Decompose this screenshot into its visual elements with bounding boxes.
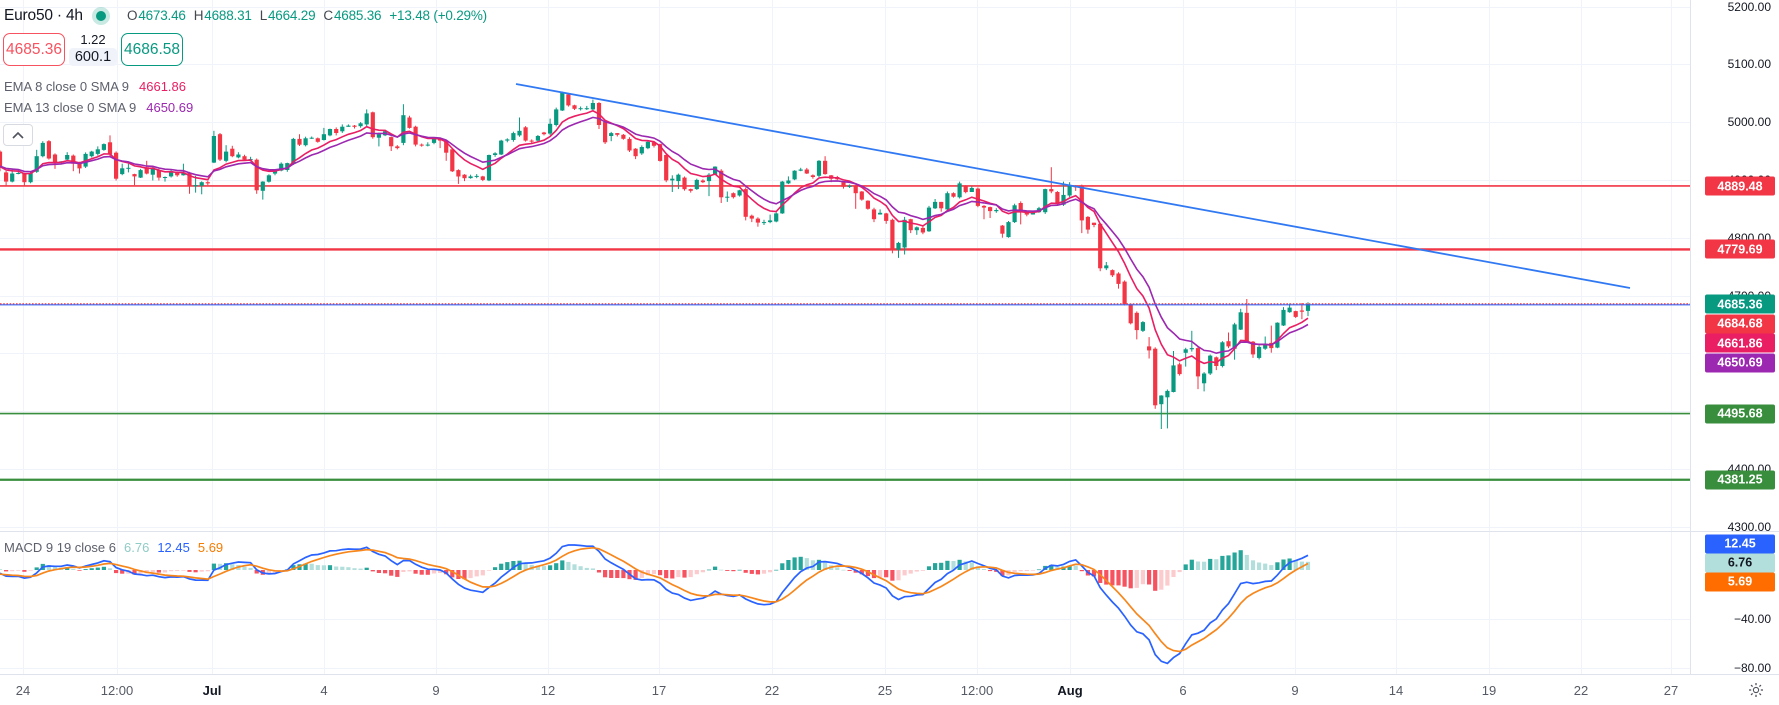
macd-histogram-hist-up-weak	[0, 554, 1311, 571]
indicator-row-ema13[interactable]: EMA 13 close 0 SMA 9 4650.69	[4, 100, 193, 115]
indicator-row-ema8[interactable]: EMA 8 close 0 SMA 9 4661.86	[4, 79, 186, 94]
time-axis-label: 12	[540, 683, 556, 698]
open-label: O	[127, 8, 138, 23]
price-badge-4685.36: 4685.36	[1705, 294, 1775, 314]
trade-buttons-row: 4685.36 1.22 600.1 4686.58	[3, 33, 183, 66]
horizontal-level-lines[interactable]	[0, 185, 1690, 481]
time-axis-label: 14	[1388, 683, 1404, 698]
descending-trendline[interactable]	[515, 83, 1631, 289]
macd-histogram-hist-down-weak	[10, 570, 1182, 590]
time-axis-label: 17	[651, 683, 667, 698]
close-label: C	[323, 8, 333, 23]
chevron-up-icon	[12, 131, 24, 139]
price-badge-4779.69: 4779.69	[1705, 239, 1775, 259]
macd-line-value: 12.45	[157, 540, 190, 555]
macd-line	[0, 544, 1309, 665]
macd-histogram-hist-down	[4, 570, 1158, 591]
ema8-line	[0, 109, 1309, 365]
price-badge-4684.68: 4684.68	[1705, 314, 1775, 333]
open-value: 4673.46	[138, 8, 186, 23]
macd-axis-label: −80.00	[1733, 661, 1771, 676]
time-axis-label: Jul	[202, 683, 222, 698]
time-axis-label: 22	[1573, 683, 1589, 698]
price-badge-6.76: 6.76	[1705, 553, 1775, 572]
ohlc-values-row: O 4673.46 H 4688.31 L 4664.29 C 4685.36 +13.…	[127, 8, 487, 23]
time-axis-label: 27	[1663, 683, 1679, 698]
price-badge-12.45: 12.45	[1705, 534, 1775, 553]
candle-bodies-up	[10, 92, 1311, 405]
ema13-value: 4650.69	[146, 100, 194, 115]
price-axis-label: 5100.00	[1727, 57, 1771, 72]
spread-box: 1.22 600.1	[69, 33, 117, 66]
price-axis-label: 4300.00	[1727, 519, 1771, 534]
price-axis-label: 5000.00	[1727, 115, 1771, 130]
price-badge-4661.86: 4661.86	[1705, 333, 1775, 353]
time-axis-label: 12:00	[960, 683, 994, 698]
lot-size-value[interactable]: 600.1	[69, 48, 117, 66]
price-badge-4889.48: 4889.48	[1705, 176, 1775, 196]
ema13-line	[0, 116, 1309, 355]
low-value: 4664.29	[268, 8, 316, 23]
price-badge-5.69: 5.69	[1705, 572, 1775, 591]
macd-axis-label: −40.00	[1733, 612, 1771, 627]
high-value: 4688.31	[204, 8, 252, 23]
time-axis-label: 12:00	[100, 683, 134, 698]
symbol-title[interactable]: Euro50 · 4h	[4, 7, 83, 24]
price-axis-label: 5200.00	[1727, 0, 1771, 14]
ema13-label: EMA 13 close 0 SMA 9	[4, 100, 137, 115]
ema8-value: 4661.86	[139, 79, 187, 94]
market-status-dot-icon[interactable]	[96, 11, 106, 21]
price-badge-4495.68: 4495.68	[1705, 404, 1775, 424]
price-badge-4650.69: 4650.69	[1705, 353, 1775, 372]
close-value: 4685.36	[333, 8, 382, 23]
macd-hist-value: 6.76	[124, 540, 150, 555]
collapse-legend-button[interactable]	[3, 124, 33, 146]
buy-button[interactable]: 4686.58	[121, 33, 183, 66]
time-axis-label: 9	[1291, 683, 1299, 698]
high-label: H	[193, 8, 204, 23]
time-axis-label: 4	[320, 683, 328, 698]
macd-signal-line	[0, 546, 1309, 653]
time-axis-label: 9	[432, 683, 440, 698]
macd-legend-row[interactable]: MACD 9 19 close 6 6.76 12.45 5.69	[4, 540, 223, 555]
gear-icon[interactable]	[1748, 682, 1764, 698]
low-label: L	[259, 8, 268, 23]
time-axis-label: 22	[764, 683, 780, 698]
macd-label: MACD 9 19 close 6	[4, 540, 116, 555]
change-value: +13.48 (+0.29%)	[389, 8, 487, 23]
macd-signal-value: 5.69	[197, 540, 224, 555]
sell-button[interactable]: 4685.36	[3, 33, 65, 66]
price-badge-4381.25: 4381.25	[1705, 470, 1775, 490]
time-axis-label: 24	[15, 683, 31, 698]
time-axis-label: 19	[1481, 683, 1497, 698]
time-axis-label: 6	[1179, 683, 1187, 698]
time-axis-label: 25	[877, 683, 893, 698]
time-axis-label: Aug	[1057, 683, 1083, 698]
spread-value: 1.22	[80, 32, 106, 47]
gridlines	[0, 0, 1690, 674]
ema8-label: EMA 8 close 0 SMA 9	[4, 79, 130, 94]
